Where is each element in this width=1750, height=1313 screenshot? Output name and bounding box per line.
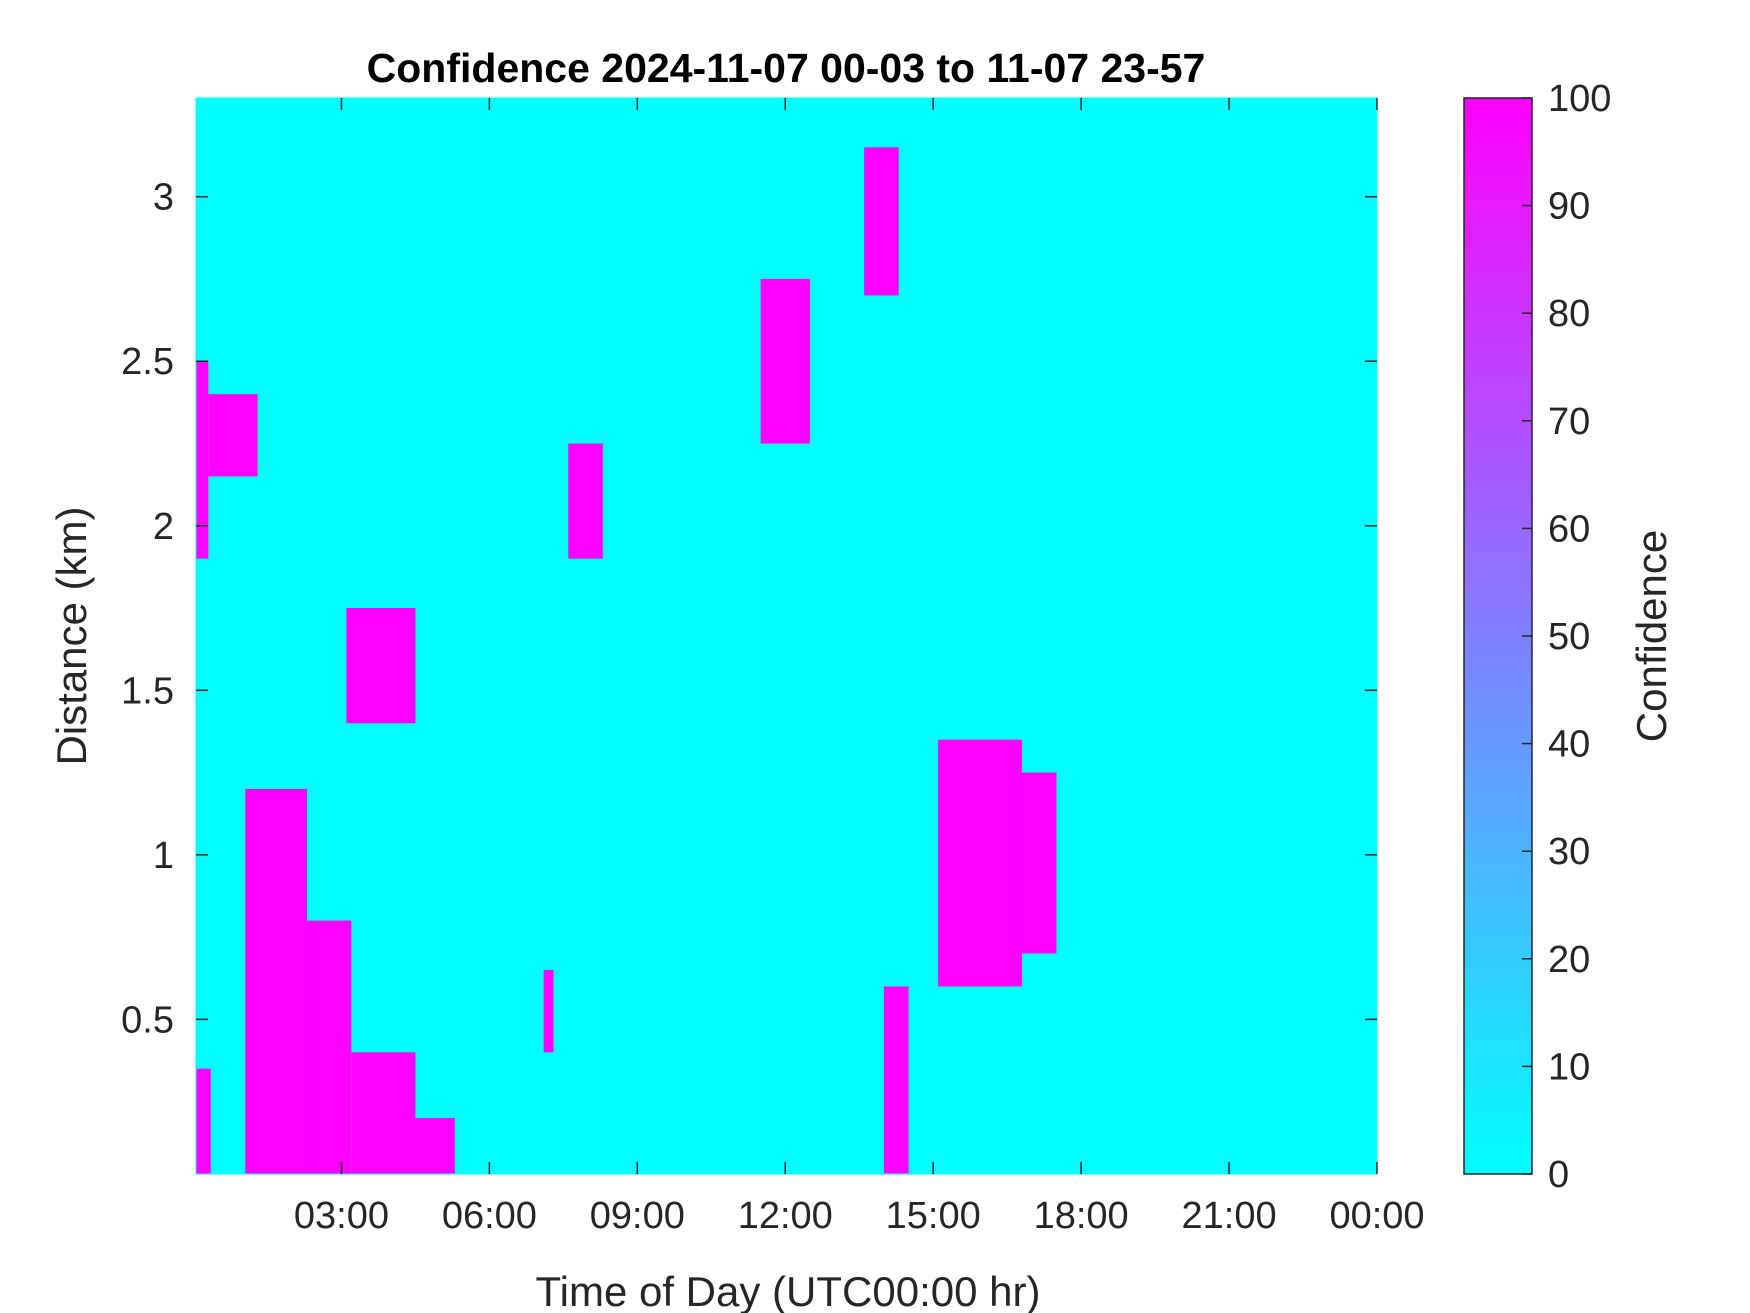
heatmap-cell: [760, 278, 810, 444]
y-tick-label: 3: [153, 177, 174, 219]
colorbar: [1463, 97, 1533, 1175]
y-axis-ticks: 0.5 1 1.5 2 2.5 3: [121, 177, 1377, 1041]
y-tick-label: 2: [153, 506, 174, 548]
heatmap-cells: [196, 147, 1057, 1174]
colorbar-tick-label: 0: [1548, 1154, 1569, 1196]
x-axis-ticks: 03:00 06:00 09:00 12:00 15:00 18:00 21:00 00:00: [294, 98, 1425, 1237]
y-axis-label: Distance (km): [48, 506, 95, 765]
heatmap-cell: [883, 986, 909, 1174]
y-tick-label: 1.5: [121, 670, 174, 712]
heatmap-cell: [306, 920, 352, 1174]
colorbar-tick-label: 60: [1548, 508, 1590, 550]
plot-frame: [195, 97, 1378, 1175]
x-tick-label: 21:00: [1182, 1195, 1277, 1237]
heatmap-cell: [1021, 772, 1057, 954]
heatmap-cell: [196, 1068, 211, 1174]
colorbar-tick-label: 90: [1548, 186, 1590, 228]
colorbar-label: Confidence: [1628, 530, 1675, 742]
colorbar-tick-label: 10: [1548, 1046, 1590, 1088]
heatmap-cell: [568, 443, 603, 559]
colorbar-tick-label: 80: [1548, 293, 1590, 335]
x-axis-label: Time of Day (UTC00:00 hr): [536, 1268, 1041, 1313]
y-tick-label: 0.5: [121, 999, 174, 1041]
colorbar-tick-label: 20: [1548, 939, 1590, 981]
heatmap-cell: [543, 969, 554, 1053]
x-tick-label: 15:00: [886, 1195, 981, 1237]
x-tick-label: 06:00: [442, 1195, 537, 1237]
heatmap-cell: [245, 789, 307, 1174]
heatmap-cell: [415, 1118, 455, 1174]
x-tick-label: 09:00: [590, 1195, 685, 1237]
colorbar-tick-label: 40: [1548, 724, 1590, 766]
heatmap-cell: [208, 394, 258, 477]
heatmap-cell: [351, 1052, 416, 1174]
colorbar-tick-label: 50: [1548, 616, 1590, 658]
y-tick-label: 2.5: [121, 341, 174, 383]
heatmap-cell: [196, 361, 209, 559]
heatmap-cell: [864, 147, 899, 296]
chart-title: Confidence 2024-11-07 00-03 to 11-07 23-…: [367, 45, 1206, 91]
colorbar-tick-label: 70: [1548, 401, 1590, 443]
x-tick-label: 18:00: [1034, 1195, 1129, 1237]
x-tick-label: 12:00: [738, 1195, 833, 1237]
y-tick-label: 1: [153, 835, 174, 877]
colorbar-tick-label: 100: [1548, 78, 1611, 120]
x-tick-label: 03:00: [294, 1195, 389, 1237]
heatmap-cell: [938, 739, 1022, 987]
x-tick-label: 00:00: [1329, 1195, 1424, 1237]
heatmap-cell: [346, 608, 416, 724]
colorbar-tick-label: 30: [1548, 831, 1590, 873]
colorbar-ticks: 0 10 20 30 40 50 60 70 80 90 100: [1522, 78, 1611, 1196]
